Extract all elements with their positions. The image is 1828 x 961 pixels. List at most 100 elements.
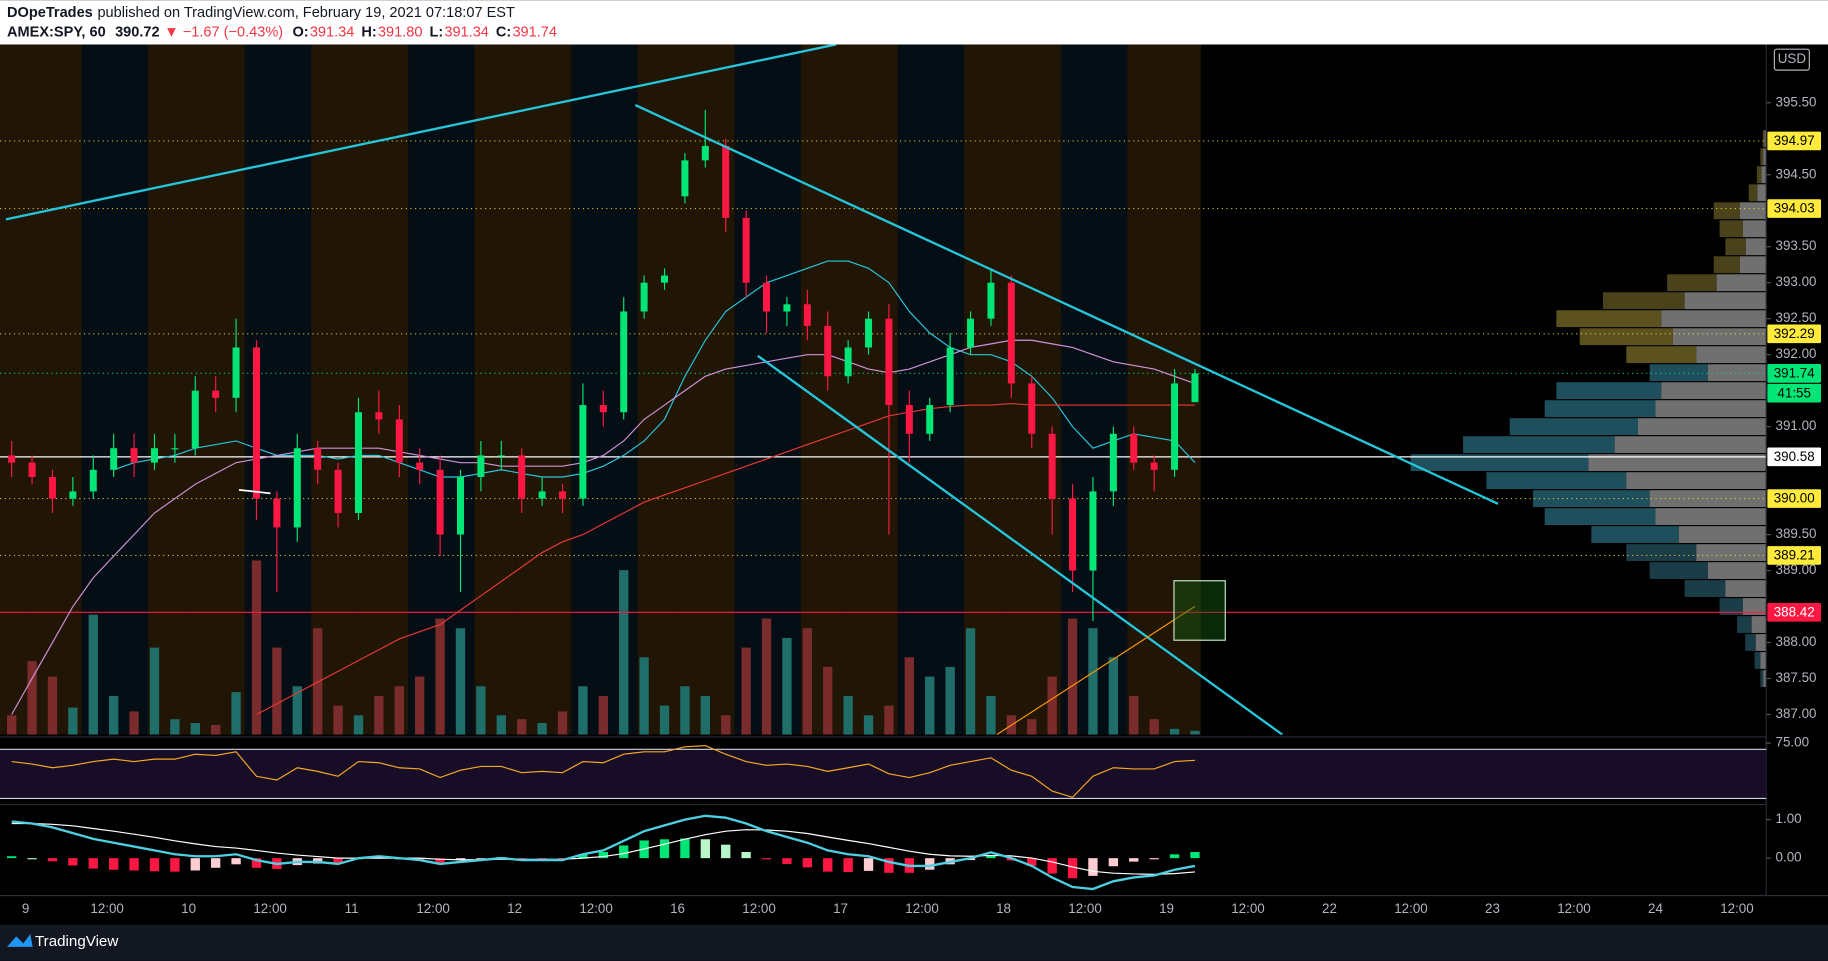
trendline — [5, 44, 837, 221]
profile-bar — [1588, 454, 1767, 472]
profile-bar — [1544, 400, 1656, 418]
ohlc-key: L: — [429, 25, 443, 41]
profile-bar — [1684, 292, 1767, 310]
macd-histogram — [578, 854, 588, 859]
macd-histogram — [761, 858, 772, 860]
box-drawing — [1173, 580, 1226, 641]
profile-bar — [1742, 220, 1767, 238]
profile-bar — [1713, 202, 1740, 220]
countdown: 41:55 — [1777, 385, 1811, 400]
profile-bar — [1696, 346, 1767, 364]
profile-bar — [1655, 508, 1767, 526]
profile-bar — [1739, 256, 1767, 274]
ohlc-value: 391.34 — [444, 25, 489, 41]
candle-body — [1069, 498, 1077, 571]
macd-histogram — [700, 839, 710, 859]
volume-bar — [1108, 657, 1119, 735]
candle-body — [803, 304, 811, 326]
x-tick-label: 12:00 — [579, 901, 613, 916]
y-tick-label: 387.50 — [1776, 670, 1817, 685]
candle-body — [477, 455, 485, 478]
volume-bar — [517, 719, 527, 735]
volume-bar — [741, 647, 751, 735]
brand: TradingView — [35, 933, 118, 950]
profile-bar — [1649, 562, 1708, 579]
profile-bar — [1556, 310, 1662, 328]
published-info: published on TradingView.com, February 1… — [97, 5, 515, 21]
macd-histogram — [149, 858, 160, 872]
x-tick-label: 24 — [1648, 901, 1663, 916]
candle-body — [742, 217, 750, 283]
profile-bar — [1626, 346, 1697, 364]
macd-histogram — [333, 858, 343, 864]
volume-bar — [129, 711, 139, 735]
macd-histogram — [659, 839, 670, 859]
candle-body — [395, 419, 403, 463]
candle-body — [640, 282, 648, 312]
session-band — [352, 44, 409, 735]
session-band — [0, 44, 26, 735]
x-tick-label: 12:00 — [1231, 901, 1265, 916]
candle-body — [150, 448, 158, 463]
price-label: 389.21 — [1774, 548, 1815, 563]
volume-bar — [1088, 628, 1098, 735]
volume-bar — [455, 628, 466, 735]
profile-bar — [1556, 382, 1662, 400]
profile-bar — [1760, 148, 1764, 166]
ohlc-value: 391.74 — [512, 25, 557, 41]
y-tick-label: 392.50 — [1776, 310, 1817, 325]
volume-bar — [109, 695, 119, 735]
candle-body — [1191, 373, 1199, 403]
macd-histogram — [721, 844, 731, 859]
volume-bar — [537, 723, 547, 735]
price-label-box — [1767, 447, 1822, 467]
x-tick-label: 12:00 — [1068, 901, 1102, 916]
volume-bar — [292, 686, 302, 735]
currency-box — [1773, 48, 1810, 71]
candle-body — [967, 318, 975, 348]
price-label-box — [1767, 602, 1822, 622]
countdown-box — [1767, 383, 1822, 403]
macd-histogram — [6, 856, 17, 859]
macd-histogram — [1129, 858, 1139, 862]
y-tick-label: 391.00 — [1776, 418, 1817, 433]
profile-bar — [1756, 166, 1762, 184]
price-label: 388.42 — [1774, 604, 1815, 619]
y-tick-label: 387.00 — [1776, 706, 1817, 721]
x-tick-label: 12:00 — [742, 901, 776, 916]
profile-bar — [1637, 418, 1767, 436]
y-tick-label: 393.50 — [1776, 238, 1817, 253]
profile-bar — [1696, 544, 1767, 561]
volume-bar — [496, 715, 506, 735]
session-band — [637, 44, 679, 735]
candle-body — [885, 318, 893, 406]
macd-histogram — [802, 858, 812, 868]
price-label: 394.03 — [1774, 201, 1815, 216]
volume-bar — [986, 695, 996, 735]
profile-bar — [1755, 634, 1767, 651]
session-band — [148, 44, 189, 735]
volume-bar — [1190, 730, 1200, 735]
candle-body — [538, 491, 546, 499]
price-label-box — [1767, 364, 1822, 383]
drawings — [5, 44, 1499, 735]
profile-bar — [1678, 526, 1767, 543]
candle-body — [579, 405, 587, 499]
price-label: 390.58 — [1774, 449, 1815, 464]
session-band — [25, 44, 82, 735]
candle-body — [293, 448, 301, 528]
profile-bar — [1763, 670, 1767, 687]
y-tick-label: 395.50 — [1776, 94, 1817, 109]
x-tick-label: 12:00 — [1557, 901, 1591, 916]
profile-bar — [1725, 238, 1746, 256]
profile-bar — [1707, 562, 1767, 579]
candle-body — [844, 347, 852, 377]
volume-bar — [782, 637, 792, 735]
moving-average — [11, 339, 1196, 715]
candle-body — [559, 491, 567, 499]
sessions — [0, 44, 1201, 735]
candle-body — [314, 448, 322, 470]
price-label-box — [1767, 131, 1822, 151]
profile-bar — [1544, 508, 1656, 526]
